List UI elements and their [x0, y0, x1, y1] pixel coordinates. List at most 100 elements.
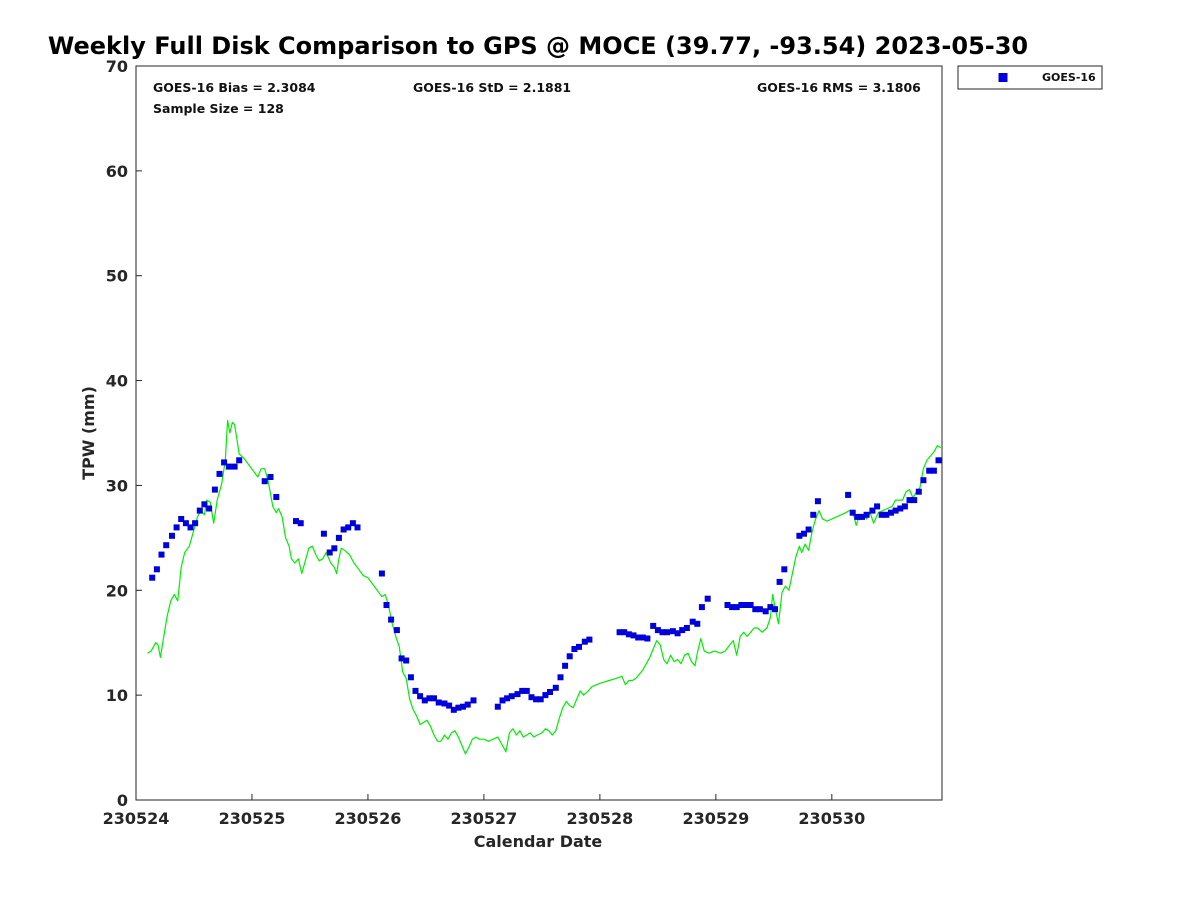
goes16-point [920, 477, 927, 484]
goes16-point [733, 604, 740, 611]
goes16-point [926, 467, 933, 474]
axes: 0 10 20 30 40 50 60 70 230524 230525 230526 230527 2… [103, 57, 866, 828]
chart-title: Weekly Full Disk Comparison to GPS @ MOC… [48, 32, 1028, 60]
goes16-point [892, 507, 899, 514]
goes16-point [403, 657, 410, 664]
goes16-point [441, 700, 448, 707]
y-tick-label: 30 [106, 476, 128, 495]
goes16-point [267, 474, 274, 480]
goes16-point [729, 604, 736, 611]
goes16-point [158, 551, 165, 558]
goes16-point [173, 524, 180, 531]
goes16-point [772, 606, 778, 613]
goes16-point [704, 595, 711, 602]
goes16-point [297, 520, 304, 527]
goes16-point [756, 606, 763, 613]
goes16-point [421, 697, 428, 704]
goes16-point [504, 695, 511, 702]
goes16-point [378, 570, 385, 577]
goes16-point [752, 606, 759, 613]
goes16-point [393, 627, 400, 634]
goes16-point [533, 696, 540, 703]
goes16-point [854, 513, 861, 520]
goes16-point [635, 634, 642, 641]
goes16-point [552, 684, 559, 691]
goes16-point [767, 604, 774, 611]
goes16-point [196, 507, 203, 514]
legend-marker-goes16 [998, 73, 1008, 82]
goes16-point [388, 616, 395, 623]
goes16-point [153, 566, 160, 573]
goes16-point [801, 530, 807, 537]
legend-label-goes16: GOES-16 [1042, 71, 1096, 84]
goes16-point [340, 526, 347, 533]
goes16-point [231, 463, 238, 470]
goes16-point [547, 689, 553, 695]
y-tick-label: 40 [106, 372, 128, 391]
goes16-point [869, 507, 876, 514]
goes16-point [383, 602, 390, 608]
goes16-point [915, 488, 922, 495]
goes16-point [659, 629, 666, 636]
goes16-point [426, 695, 433, 702]
goes16-point [878, 511, 885, 518]
x-tick-label: 230524 [103, 809, 170, 828]
goes16-point [571, 646, 578, 652]
goes16-point [814, 498, 821, 505]
goes16-point [664, 629, 671, 636]
goes16-point [335, 534, 342, 541]
goes16-point [523, 687, 530, 694]
goes16-point [796, 532, 803, 539]
goes16-point [494, 703, 501, 710]
y-tick-label: 50 [106, 267, 128, 286]
goes16-point [849, 509, 856, 516]
goes16-point [216, 470, 223, 477]
goes16-point [747, 602, 754, 608]
goes16-point [407, 674, 414, 681]
legend: GOES-16 [957, 65, 1103, 90]
goes16-point [206, 505, 213, 512]
goes16-point [326, 549, 333, 556]
goes16-point [431, 695, 437, 702]
goes16-point [576, 643, 582, 650]
goes16-point [537, 696, 544, 703]
goes16-point [863, 511, 870, 518]
goes16-point [192, 520, 199, 527]
goes16-point [897, 505, 904, 512]
goes16-point [542, 692, 549, 699]
goes16-point [163, 542, 170, 549]
goes16-point [639, 634, 646, 641]
goes16-point [930, 467, 937, 474]
sample-size-annotation: Sample Size = 128 [153, 101, 284, 116]
goes16-point [225, 463, 232, 470]
gps-series [147, 419, 942, 755]
x-tick-label: 230525 [219, 809, 286, 828]
goes16-point [654, 627, 661, 634]
x-tick-label: 230527 [451, 809, 518, 828]
goes16-point [519, 687, 526, 694]
goes16-point [354, 524, 361, 531]
plot-frame [135, 65, 943, 801]
goes16-point [178, 516, 185, 522]
goes16-point [566, 653, 573, 660]
goes16-point [320, 530, 327, 537]
goes16-point [211, 486, 218, 493]
y-tick-label: 20 [106, 581, 128, 600]
goes16-point [781, 566, 788, 573]
goes16-point [435, 699, 442, 706]
goes16-point [499, 697, 506, 704]
goes16-point [810, 511, 817, 518]
goes16-point [331, 545, 338, 552]
goes16-point [644, 635, 651, 642]
goes16-point [562, 662, 569, 669]
goes16-point [738, 602, 745, 608]
goes16-point [182, 520, 189, 527]
goes16-point [446, 702, 453, 709]
goes16-point [776, 578, 783, 585]
goes16-point [557, 674, 564, 681]
goes16-point [724, 602, 731, 608]
goes16-point [669, 628, 676, 635]
goes16-point [805, 526, 812, 533]
goes16-point [417, 693, 424, 700]
